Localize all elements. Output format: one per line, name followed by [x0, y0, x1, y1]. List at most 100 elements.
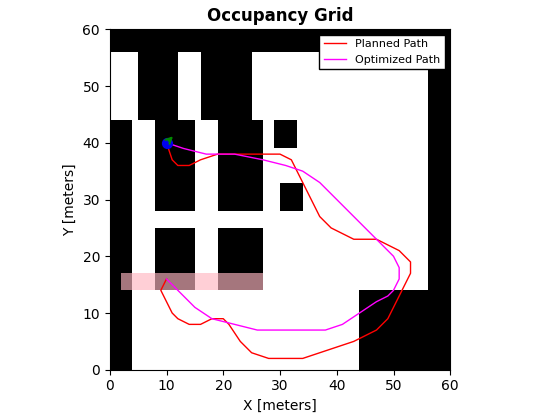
Planned Path [311, 203, 318, 208]
Bar [251, 52, 274, 120]
Optimized Path [316, 180, 323, 185]
Bar [155, 228, 195, 256]
Optimized Path [333, 197, 340, 202]
Planned Path [163, 140, 170, 145]
Planned Path [316, 214, 323, 219]
Bar [195, 165, 218, 211]
Planned Path [373, 328, 380, 333]
Optimized Path [385, 294, 391, 299]
Optimized Path [180, 146, 187, 151]
Bar [155, 183, 195, 205]
Y-axis label: Y [meters]: Y [meters] [63, 163, 77, 236]
Planned Path [396, 248, 403, 253]
Bar [218, 183, 263, 205]
Optimized Path [356, 310, 363, 315]
Planned Path [385, 316, 391, 321]
Optimized Path [282, 163, 289, 168]
Optimized Path [192, 305, 198, 310]
Planned Path [385, 242, 391, 247]
Planned Path [157, 288, 164, 293]
Planned Path [328, 226, 334, 231]
Optimized Path [254, 328, 260, 333]
X-axis label: X [meters]: X [meters] [243, 399, 317, 413]
Planned Path [339, 231, 346, 236]
Planned Path [226, 322, 232, 327]
Bar [133, 290, 263, 370]
Bar [133, 120, 155, 165]
Planned Path [208, 316, 215, 321]
Bar [263, 52, 371, 165]
Optimized Path [300, 169, 306, 174]
Optimized Path [208, 316, 215, 321]
Bar [195, 228, 218, 290]
Planned Path [277, 152, 283, 157]
Bar [218, 228, 263, 256]
Bar [263, 290, 360, 370]
Bar [133, 256, 155, 290]
Optimized Path [390, 254, 397, 259]
Planned Path [402, 254, 408, 259]
Bar [371, 120, 427, 165]
Bar [133, 228, 155, 290]
Planned Path [351, 339, 357, 344]
Planned Path [390, 305, 397, 310]
Legend: Planned Path, Optimized Path: Planned Path, Optimized Path [319, 35, 445, 69]
Optimized Path [390, 288, 397, 293]
Bar [133, 211, 263, 228]
Optimized Path [163, 276, 170, 281]
Planned Path [282, 356, 289, 361]
Planned Path [305, 192, 312, 197]
Planned Path [214, 152, 221, 157]
Line: Planned Path: Planned Path [161, 143, 410, 358]
Planned Path [362, 237, 368, 242]
Optimized Path [373, 299, 380, 304]
Planned Path [407, 260, 414, 265]
Optimized Path [396, 265, 403, 270]
Planned Path [396, 294, 403, 299]
Planned Path [333, 344, 340, 349]
Planned Path [237, 339, 244, 344]
Planned Path [197, 322, 204, 327]
Optimized Path [231, 322, 238, 327]
Planned Path [293, 169, 300, 174]
Bar [371, 165, 427, 290]
Bar [110, 52, 138, 120]
Bar [121, 273, 263, 290]
Planned Path [300, 180, 306, 185]
Planned Path [237, 152, 244, 157]
Planned Path [169, 310, 175, 315]
Planned Path [186, 322, 193, 327]
Optimized Path [231, 152, 238, 157]
Bar [274, 120, 297, 148]
Planned Path [248, 350, 255, 355]
Planned Path [362, 333, 368, 338]
Optimized Path [203, 152, 209, 157]
Planned Path [175, 316, 181, 321]
Optimized Path [300, 328, 306, 333]
Bar [325, 52, 371, 120]
Planned Path [265, 356, 272, 361]
Optimized Path [379, 242, 385, 247]
Optimized Path [169, 282, 175, 287]
Optimized Path [396, 276, 403, 281]
Optimized Path [260, 157, 267, 162]
Planned Path [300, 356, 306, 361]
Optimized Path [180, 294, 187, 299]
Bar [195, 120, 218, 165]
Bar [133, 165, 155, 211]
Planned Path [407, 271, 414, 276]
Point [162, 139, 171, 146]
Optimized Path [163, 140, 170, 145]
Title: Occupancy Grid: Occupancy Grid [207, 7, 353, 25]
Planned Path [186, 163, 193, 168]
Bar [274, 52, 291, 103]
Bar [280, 183, 303, 211]
Line: Optimized Path: Optimized Path [166, 143, 399, 330]
Planned Path [163, 276, 170, 281]
Bar [155, 228, 195, 256]
Planned Path [373, 237, 380, 242]
Bar [178, 52, 200, 120]
Optimized Path [351, 214, 357, 219]
Bar [371, 52, 427, 120]
Bar [263, 165, 371, 290]
